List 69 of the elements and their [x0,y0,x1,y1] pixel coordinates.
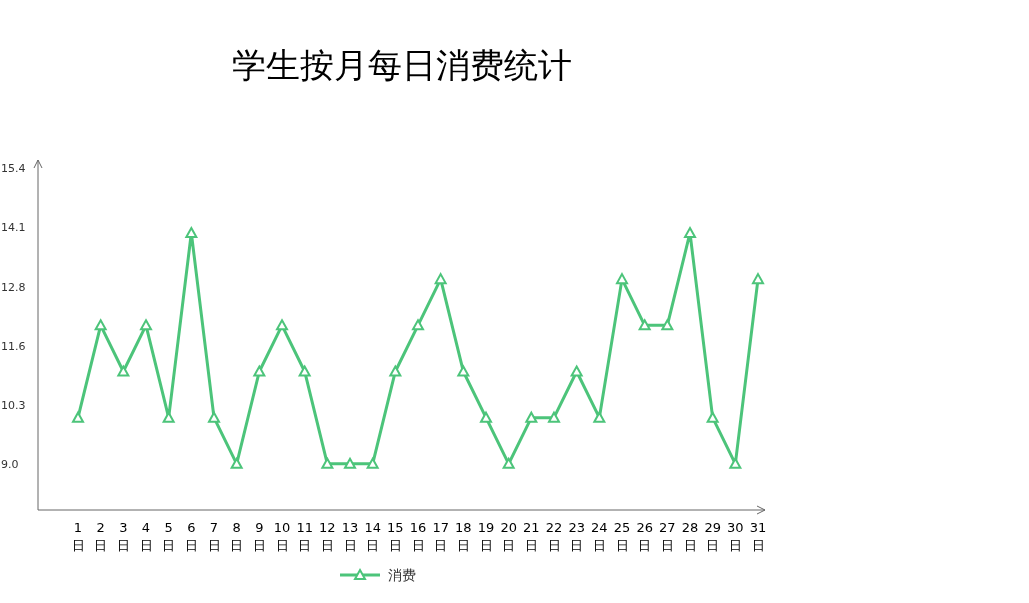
point [72,411,84,423]
x-tick-label: 23日 [568,520,585,553]
point [298,365,311,377]
chart-title: 学生按月每日消费统计 [232,45,572,85]
x-tick-label: 1日 [71,520,85,553]
point [94,319,107,331]
y-tick-label: 15.4 [1,162,26,176]
point [661,319,674,331]
y-tick-label: 10.3 [1,398,26,412]
x-tick-label: 10日 [273,520,291,553]
x-tick-label: 21日 [523,520,540,553]
point [548,411,560,423]
point [185,226,198,238]
point [434,273,447,285]
point [502,457,515,469]
point [389,365,402,377]
point [117,365,130,377]
legend-label: 消费 [388,567,416,583]
x-tick-label: 16日 [409,520,427,553]
x-tick-label: 4日 [139,520,153,553]
point [412,319,424,331]
x-tick-label: 12日 [319,520,336,553]
x-tick-label: 31日 [749,520,767,553]
x-tick-label: 18日 [455,520,472,553]
x-tick-label: 9日 [252,520,266,553]
point [616,273,628,285]
x-tick-label: 11日 [296,520,313,553]
x-tick-label: 28日 [681,520,699,553]
x-tick-label: 22日 [545,520,563,553]
x-tick-label: 27日 [659,520,676,553]
x-tick-label: 26日 [636,520,653,553]
x-tick-label: 13日 [341,520,359,553]
x-tick-label: 14日 [364,520,381,553]
point [525,411,538,423]
y-tick-label: 11.6 [1,339,26,353]
point [140,319,152,331]
x-tick-label: 25日 [613,520,631,553]
point [570,365,583,377]
y-tick-label: 9.0 [1,457,19,471]
point [230,457,243,469]
point [321,457,334,469]
x-tick-label: 17日 [432,520,449,553]
x-tick-label: 5日 [162,520,176,553]
x-tick-label: 8日 [230,520,244,553]
point [457,365,470,377]
x-tick-label: 7日 [207,520,221,553]
point [366,457,379,469]
x-tick-label: 29日 [704,520,721,553]
point [276,319,288,331]
point [344,457,356,469]
point [706,411,719,423]
point [253,365,266,377]
x-tick-label: 3日 [116,520,130,553]
point [593,411,606,423]
point [752,273,764,285]
point [684,226,696,238]
x-tick-label: 19日 [477,520,495,553]
point [480,411,492,423]
x-tick-label: 2日 [94,520,108,553]
x-tick-label: 24日 [591,520,608,553]
y-tick-label: 14.1 [1,221,26,235]
x-tick-label: 15日 [387,520,404,553]
point [208,411,220,423]
x-tick-label: 30日 [727,520,744,553]
x-tick-label: 6日 [184,520,198,553]
x-tick-label: 20日 [500,520,517,553]
point [638,319,651,331]
y-tick-label: 12.8 [1,280,26,294]
point [729,457,742,469]
